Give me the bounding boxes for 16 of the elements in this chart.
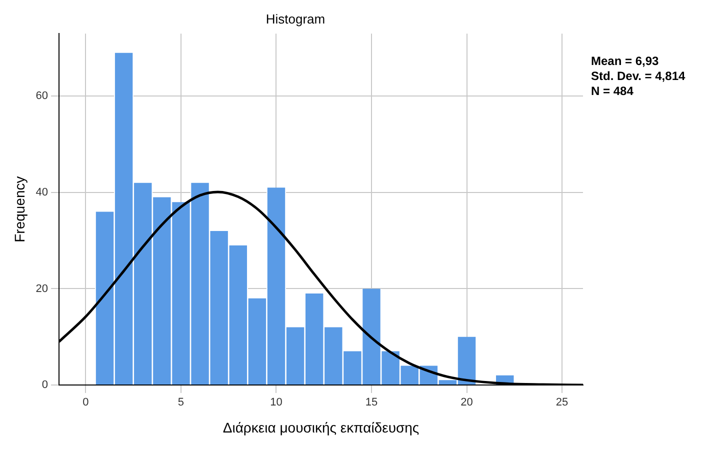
chart-title: Histogram (266, 11, 326, 26)
y-axis-title: Frequency (11, 176, 28, 242)
y-tick-label: 20 (36, 282, 48, 295)
y-tick-label: 0 (42, 379, 48, 392)
y-tick-label: 60 (36, 90, 48, 102)
x-tick-label: 15 (365, 396, 378, 409)
x-tick-label: 25 (556, 396, 568, 409)
x-axis-title: Διάρκεια μουσικής εκπαίδευσης (222, 419, 420, 436)
x-tick-label: 20 (460, 396, 473, 409)
x-tick-label: 10 (270, 396, 282, 409)
y-tick-label: 40 (36, 186, 48, 198)
x-tick-label: 5 (178, 396, 184, 409)
text: Std. Dev. = 4,814 (591, 68, 686, 83)
text: Mean = 6,93 (591, 54, 660, 68)
x-tick-label: 0 (82, 396, 89, 409)
text: N = 484 (591, 84, 634, 98)
